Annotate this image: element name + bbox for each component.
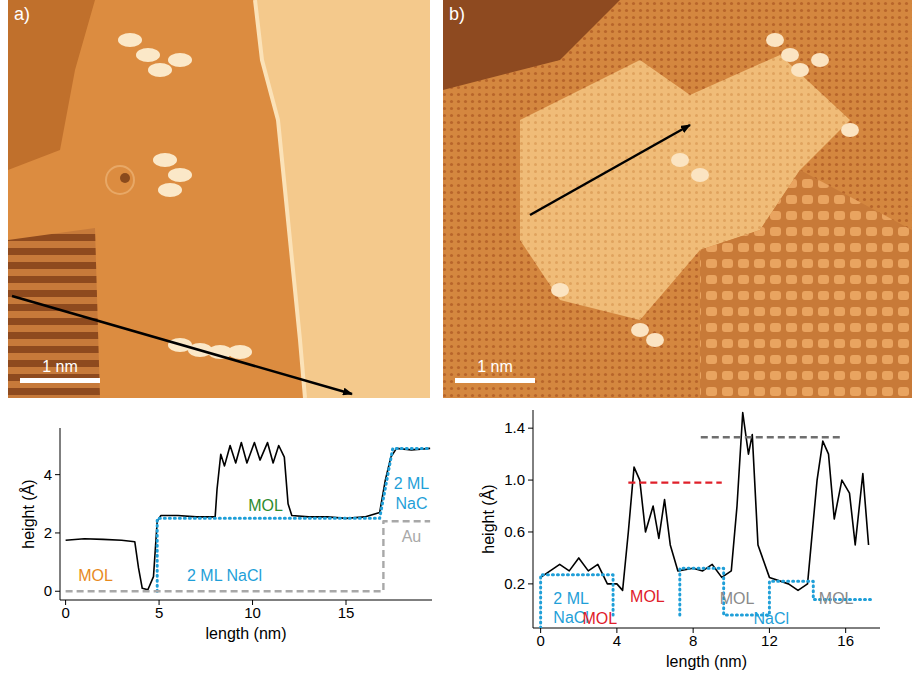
molecule xyxy=(158,183,182,197)
molecule xyxy=(148,63,172,77)
profile-arrow xyxy=(12,296,352,394)
molecule xyxy=(168,168,192,182)
molecule xyxy=(691,168,709,182)
y-tick-label: 0.6 xyxy=(504,523,525,540)
profile-line xyxy=(628,481,721,483)
annotation: MOL xyxy=(582,610,617,627)
molecule xyxy=(811,53,829,67)
scale-bar xyxy=(455,378,535,383)
annotation: MOL xyxy=(819,590,854,607)
y-axis-title: height (Å) xyxy=(19,479,37,548)
y-tick xyxy=(528,428,533,429)
molecule xyxy=(153,153,177,167)
molecule xyxy=(671,153,689,167)
molecule xyxy=(791,63,809,77)
y-tick-label: 4 xyxy=(44,466,52,483)
terrace xyxy=(8,0,430,398)
molecule-rows xyxy=(8,228,100,398)
y-tick xyxy=(528,583,533,584)
profile-line xyxy=(66,443,431,590)
profile-line xyxy=(541,413,869,591)
defect xyxy=(120,173,130,183)
y-tick-label: 1.0 xyxy=(504,471,525,488)
terrace-dark xyxy=(8,0,95,170)
scale-bar-label: 1 nm xyxy=(477,358,513,375)
scale-bar-label: 1 nm xyxy=(42,358,78,375)
plot-area xyxy=(541,413,871,628)
x-tick-label: 5 xyxy=(155,604,163,621)
x-tick-label: 10 xyxy=(244,604,261,621)
panel-label: a) xyxy=(14,4,30,24)
dark-region xyxy=(443,0,620,90)
profile-line xyxy=(157,448,430,591)
annotation: MOL xyxy=(78,567,113,584)
y-axis xyxy=(60,428,61,600)
plot-area xyxy=(66,443,431,592)
y-axis-title: height (Å) xyxy=(479,484,497,553)
molecule xyxy=(551,283,569,297)
molecule xyxy=(841,123,859,137)
y-tick xyxy=(55,532,60,533)
molecule xyxy=(631,323,649,337)
y-tick-label: 1.4 xyxy=(504,419,525,436)
x-tick-label: 8 xyxy=(689,632,697,649)
profile-arrow xyxy=(530,125,690,215)
x-axis xyxy=(533,628,880,629)
stm-image-b xyxy=(443,0,912,398)
profile-line xyxy=(701,436,842,438)
x-axis-title: length (nm) xyxy=(666,653,747,670)
step-edge xyxy=(255,0,305,398)
y-tick xyxy=(528,531,533,532)
annotation: NaC xyxy=(395,495,427,512)
x-axis-title: length (nm) xyxy=(206,625,287,642)
x-axis xyxy=(60,600,432,601)
y-axis xyxy=(533,410,534,628)
molecule xyxy=(136,48,160,62)
molecule xyxy=(781,48,799,62)
y-tick xyxy=(528,480,533,481)
terrace-light xyxy=(255,0,430,398)
molecule-array xyxy=(700,170,912,398)
y-tick-label: 0.2 xyxy=(504,575,525,592)
annotation: NaCl xyxy=(754,610,790,627)
profile-line xyxy=(66,521,431,591)
x-tick-label: 0 xyxy=(536,632,544,649)
x-tick-label: 0 xyxy=(61,604,69,621)
x-tick-label: 16 xyxy=(837,632,854,649)
annotation: MOL xyxy=(248,497,283,514)
y-tick-label: 0 xyxy=(44,582,52,599)
x-tick-label: 12 xyxy=(761,632,778,649)
y-tick xyxy=(55,474,60,475)
molecule xyxy=(168,53,192,67)
annotation: 2 ML xyxy=(394,475,430,492)
annotation: 2 ML NaCl xyxy=(187,567,262,584)
nacl-lattice xyxy=(443,0,912,398)
line-profile-chart: 0 4 8 12 16 0.2 0.6 1.0 1.4 length (nm) height (Å)… xyxy=(479,410,880,670)
line-profile-chart: 0 5 10 15 0 2 4 length (nm) height (Å) MOL 2 ML Na… xyxy=(19,428,432,642)
figure: a) 1 nm b) 1 nm 0 5 10 15 0 2 4 length (nm) height (… xyxy=(0,0,921,678)
profile-line xyxy=(541,568,871,628)
annotation: 2 ML xyxy=(553,590,589,607)
defect xyxy=(106,166,134,194)
molecule xyxy=(118,33,142,47)
molecule xyxy=(646,333,664,347)
annotation: MOL xyxy=(720,590,755,607)
annotation: MOL xyxy=(630,588,665,605)
panel-label: b) xyxy=(449,4,465,24)
molecule xyxy=(766,33,784,47)
y-tick-label: 2 xyxy=(44,524,52,541)
y-tick xyxy=(55,591,60,592)
molecule xyxy=(228,345,252,359)
x-tick-label: 4 xyxy=(613,632,621,649)
x-tick-label: 15 xyxy=(338,604,355,621)
annotation: Au xyxy=(402,528,422,545)
stm-image-a xyxy=(8,0,430,398)
scale-bar xyxy=(20,378,100,383)
